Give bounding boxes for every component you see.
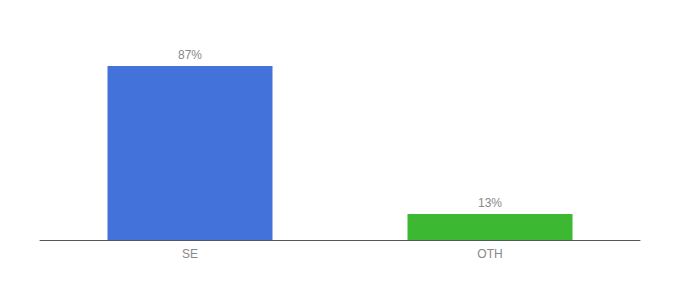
svg-text:SE: SE [182,247,198,261]
svg-text:13%: 13% [478,196,502,210]
svg-text:87%: 87% [178,48,202,62]
svg-text:OTH: OTH [477,247,502,261]
